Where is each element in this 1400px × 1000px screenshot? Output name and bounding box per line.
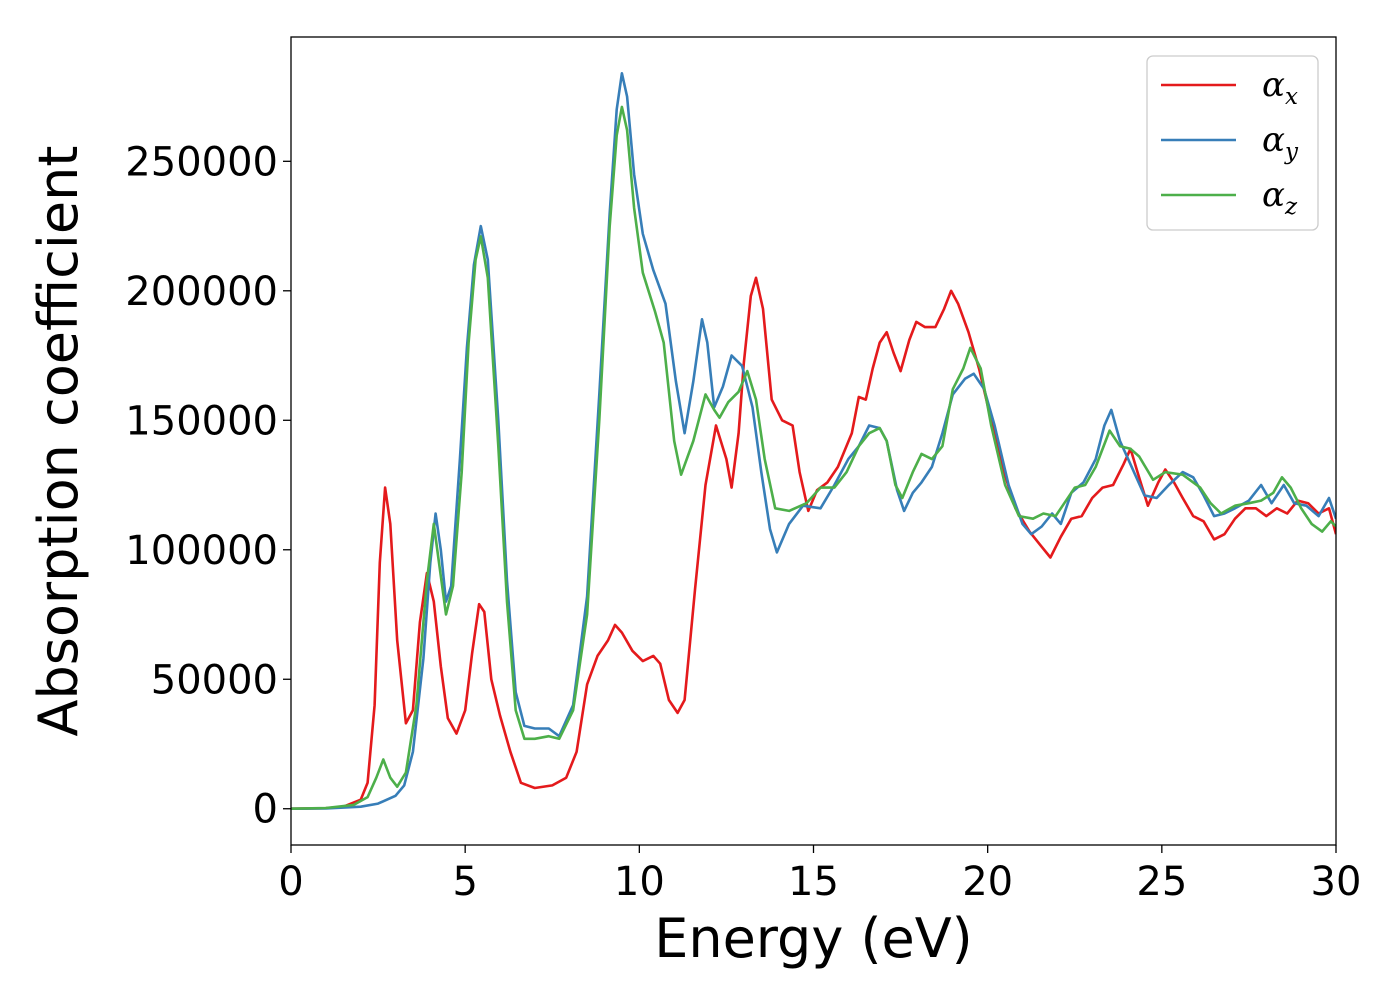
x-tick-label: 20 (962, 859, 1013, 905)
y-tick-label: 200000 (125, 269, 278, 315)
series-layer (291, 72, 1336, 810)
y-tick-label: 150000 (125, 398, 278, 444)
x-axis-ticks: 0 5 10 15 20 25 30 (278, 845, 1361, 905)
y-tick-label: 250000 (125, 139, 278, 185)
x-axis-title: Energy (eV) (654, 907, 973, 970)
series-line-y (291, 72, 1336, 810)
x-tick-label: 30 (1311, 859, 1362, 905)
legend-label-y: αy (1262, 120, 1299, 165)
legend-box (1146, 55, 1319, 231)
x-tick-label: 15 (788, 859, 839, 905)
x-tick-label: 5 (452, 859, 477, 905)
legend-label-z: αz (1262, 175, 1298, 220)
x-tick-label: 0 (278, 859, 303, 905)
y-axis-title: Absorption coefficient (27, 146, 90, 737)
y-tick-label: 50000 (151, 657, 278, 703)
x-tick-label: 10 (614, 859, 665, 905)
y-tick-label: 100000 (125, 528, 278, 574)
legend: αx αy αz (1146, 55, 1319, 231)
legend-label-x: αx (1262, 65, 1298, 110)
x-tick-label: 25 (1136, 859, 1187, 905)
series-line-z (291, 105, 1336, 810)
y-axis-ticks: 0 50000 100000 150000 200000 250000 (125, 139, 291, 833)
series-line-x (291, 276, 1336, 810)
y-tick-label: 0 (253, 787, 278, 833)
